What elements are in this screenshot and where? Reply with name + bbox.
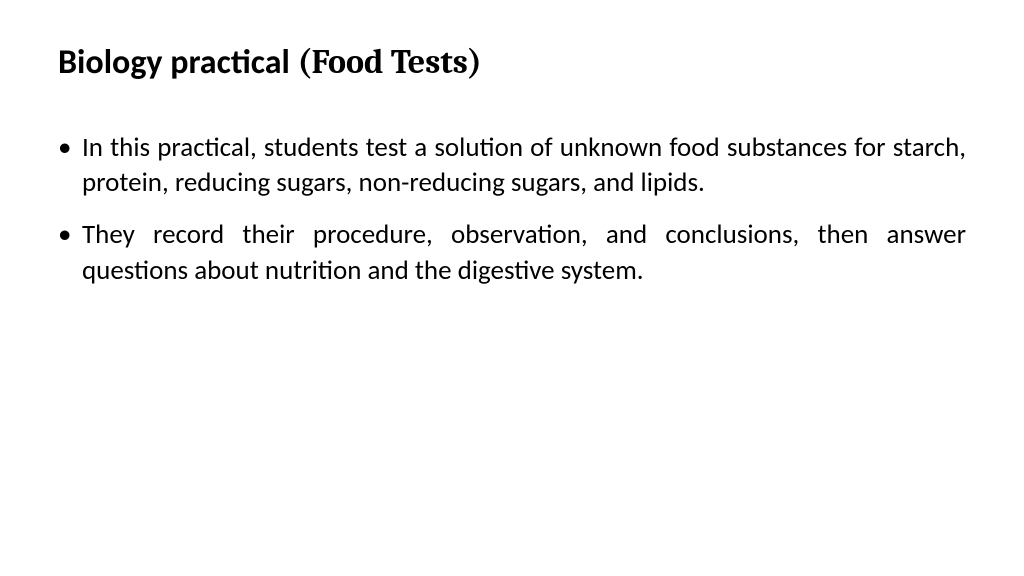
bullet-text: They record their procedure, observation… (82, 218, 966, 287)
list-item: They record their procedure, observation… (58, 217, 966, 288)
bullet-list: In this practical, students test a solut… (58, 130, 966, 289)
title-main-text: Biology practical (58, 42, 298, 83)
bullet-text: In this practical, students test a solut… (82, 131, 966, 200)
list-item: In this practical, students test a solut… (58, 130, 966, 201)
slide-title: Biology practical (Food Tests) (58, 42, 966, 84)
title-sub-text: (Food Tests) (298, 42, 482, 82)
slide: Biology practical (Food Tests) In this p… (0, 0, 1024, 576)
